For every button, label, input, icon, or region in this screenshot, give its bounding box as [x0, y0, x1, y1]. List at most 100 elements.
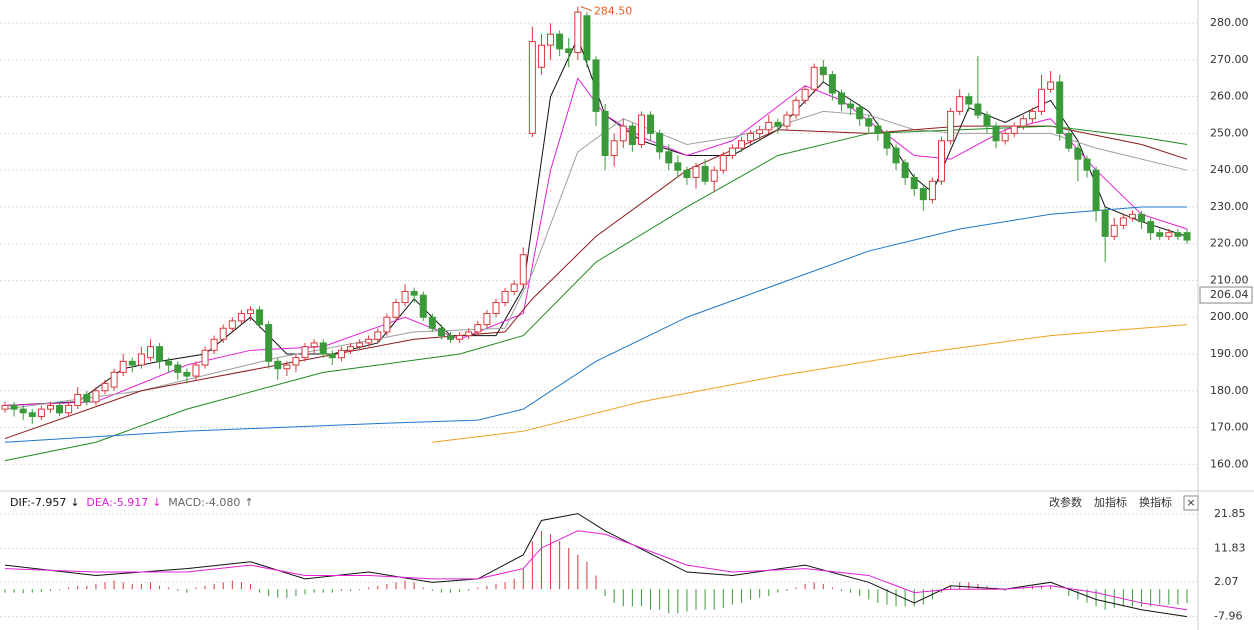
candle-body: [228, 320, 236, 329]
candle-body: [83, 393, 91, 403]
legend-entry: MACD:-4.080: [168, 496, 240, 509]
candle-body: [556, 33, 564, 50]
candle-body: [837, 92, 845, 105]
candle-body: [692, 166, 700, 179]
candle-body: [483, 313, 491, 326]
candle-body: [1147, 221, 1155, 234]
legend-entry: DIF:-7.957: [10, 496, 66, 509]
candle-body: [683, 169, 691, 179]
candle-body: [674, 162, 682, 171]
candle-body: [210, 338, 218, 351]
candle-body: [237, 313, 245, 322]
y-tick-label: -7.96: [1214, 610, 1242, 623]
candle-body: [283, 364, 291, 370]
candle-body: [101, 382, 109, 392]
candle-body: [1074, 147, 1082, 160]
indicator-line: [4, 125, 1188, 440]
candle-body: [1165, 232, 1173, 237]
candle-body: [392, 302, 400, 318]
candle-body: [301, 346, 309, 359]
candle-body: [701, 166, 709, 182]
candle-body: [292, 357, 300, 366]
candle-body: [10, 404, 18, 410]
candle-body: [110, 371, 118, 388]
candle-body: [710, 169, 718, 182]
candle-body: [410, 291, 418, 296]
candle-body: [728, 147, 736, 156]
y-tick-label: 240.00: [1210, 163, 1249, 176]
candle-body: [128, 360, 136, 366]
candle-body: [792, 99, 800, 116]
y-tick-label: 280.00: [1210, 16, 1249, 29]
candle-body: [883, 132, 891, 149]
candle-body: [637, 114, 645, 145]
candle-body: [510, 283, 518, 293]
candle-body: [428, 316, 436, 329]
candle-body: [583, 15, 591, 61]
candle-body: [1001, 132, 1009, 142]
candle-body: [865, 118, 873, 127]
close-box[interactable]: [1183, 495, 1199, 511]
y-tick-label: 220.00: [1210, 237, 1249, 250]
candle-body: [619, 125, 627, 142]
candle-body: [274, 360, 282, 370]
toolbar-button[interactable]: 加指标: [1094, 495, 1127, 509]
candle-body: [928, 180, 936, 201]
y-tick-label: 270.00: [1210, 53, 1249, 66]
y-tick-label: 180.00: [1210, 384, 1249, 397]
candle-body: [992, 125, 1000, 142]
candle-body: [774, 121, 782, 127]
candle-body: [1056, 81, 1064, 134]
y-tick-label: 200.00: [1210, 310, 1249, 323]
candle-body: [192, 364, 200, 377]
candle-body: [974, 103, 982, 116]
candle-body: [356, 342, 364, 348]
y-tick-label: 2.07: [1214, 575, 1239, 588]
candle-body: [783, 114, 791, 127]
candle-body: [874, 125, 882, 134]
candle-body: [174, 364, 182, 373]
candle-body: [1010, 125, 1018, 134]
legend-entry: DEA:-5.917: [86, 496, 148, 509]
candle-body: [901, 162, 909, 179]
candle-body: [37, 408, 45, 417]
candle-body: [983, 114, 991, 127]
candle-body: [437, 327, 445, 337]
candle-body: [528, 41, 536, 134]
indicator-line: [4, 206, 1187, 443]
candle-body: [856, 107, 864, 120]
toolbar-button[interactable]: 换指标: [1139, 495, 1172, 509]
candle-body: [765, 121, 773, 131]
candle-body: [119, 360, 127, 373]
toolbar-button[interactable]: 改参数: [1049, 495, 1082, 509]
candle-body: [801, 88, 809, 101]
candle-body: [256, 309, 264, 326]
candle-body: [492, 302, 500, 315]
candle-body: [319, 342, 327, 355]
candle-body: [592, 59, 600, 112]
candle-body: [146, 346, 154, 359]
candle-body: [347, 346, 355, 351]
candle-body: [1047, 81, 1055, 90]
candle-body: [574, 11, 582, 54]
candle-body: [183, 371, 191, 377]
candle-body: [1083, 158, 1091, 171]
close-button[interactable]: ×: [1186, 496, 1195, 509]
candle-body: [165, 360, 173, 366]
high-arrow: [580, 6, 592, 12]
candle-body: [401, 291, 409, 304]
y-tick-label: 250.00: [1210, 126, 1249, 139]
candle-body: [547, 33, 555, 46]
candle-body: [665, 151, 673, 164]
candle-body: [747, 132, 755, 142]
legend-arrow: ↓: [152, 496, 161, 509]
candle-body: [74, 393, 82, 406]
candle-body: [65, 404, 73, 414]
indicator-line: [4, 110, 1188, 410]
candle-body: [1019, 118, 1027, 127]
candle-body: [447, 335, 455, 340]
candle-body: [1, 404, 9, 410]
candle-body: [419, 294, 427, 318]
candle-body: [328, 353, 336, 359]
legend-arrow: ↓: [70, 496, 79, 509]
